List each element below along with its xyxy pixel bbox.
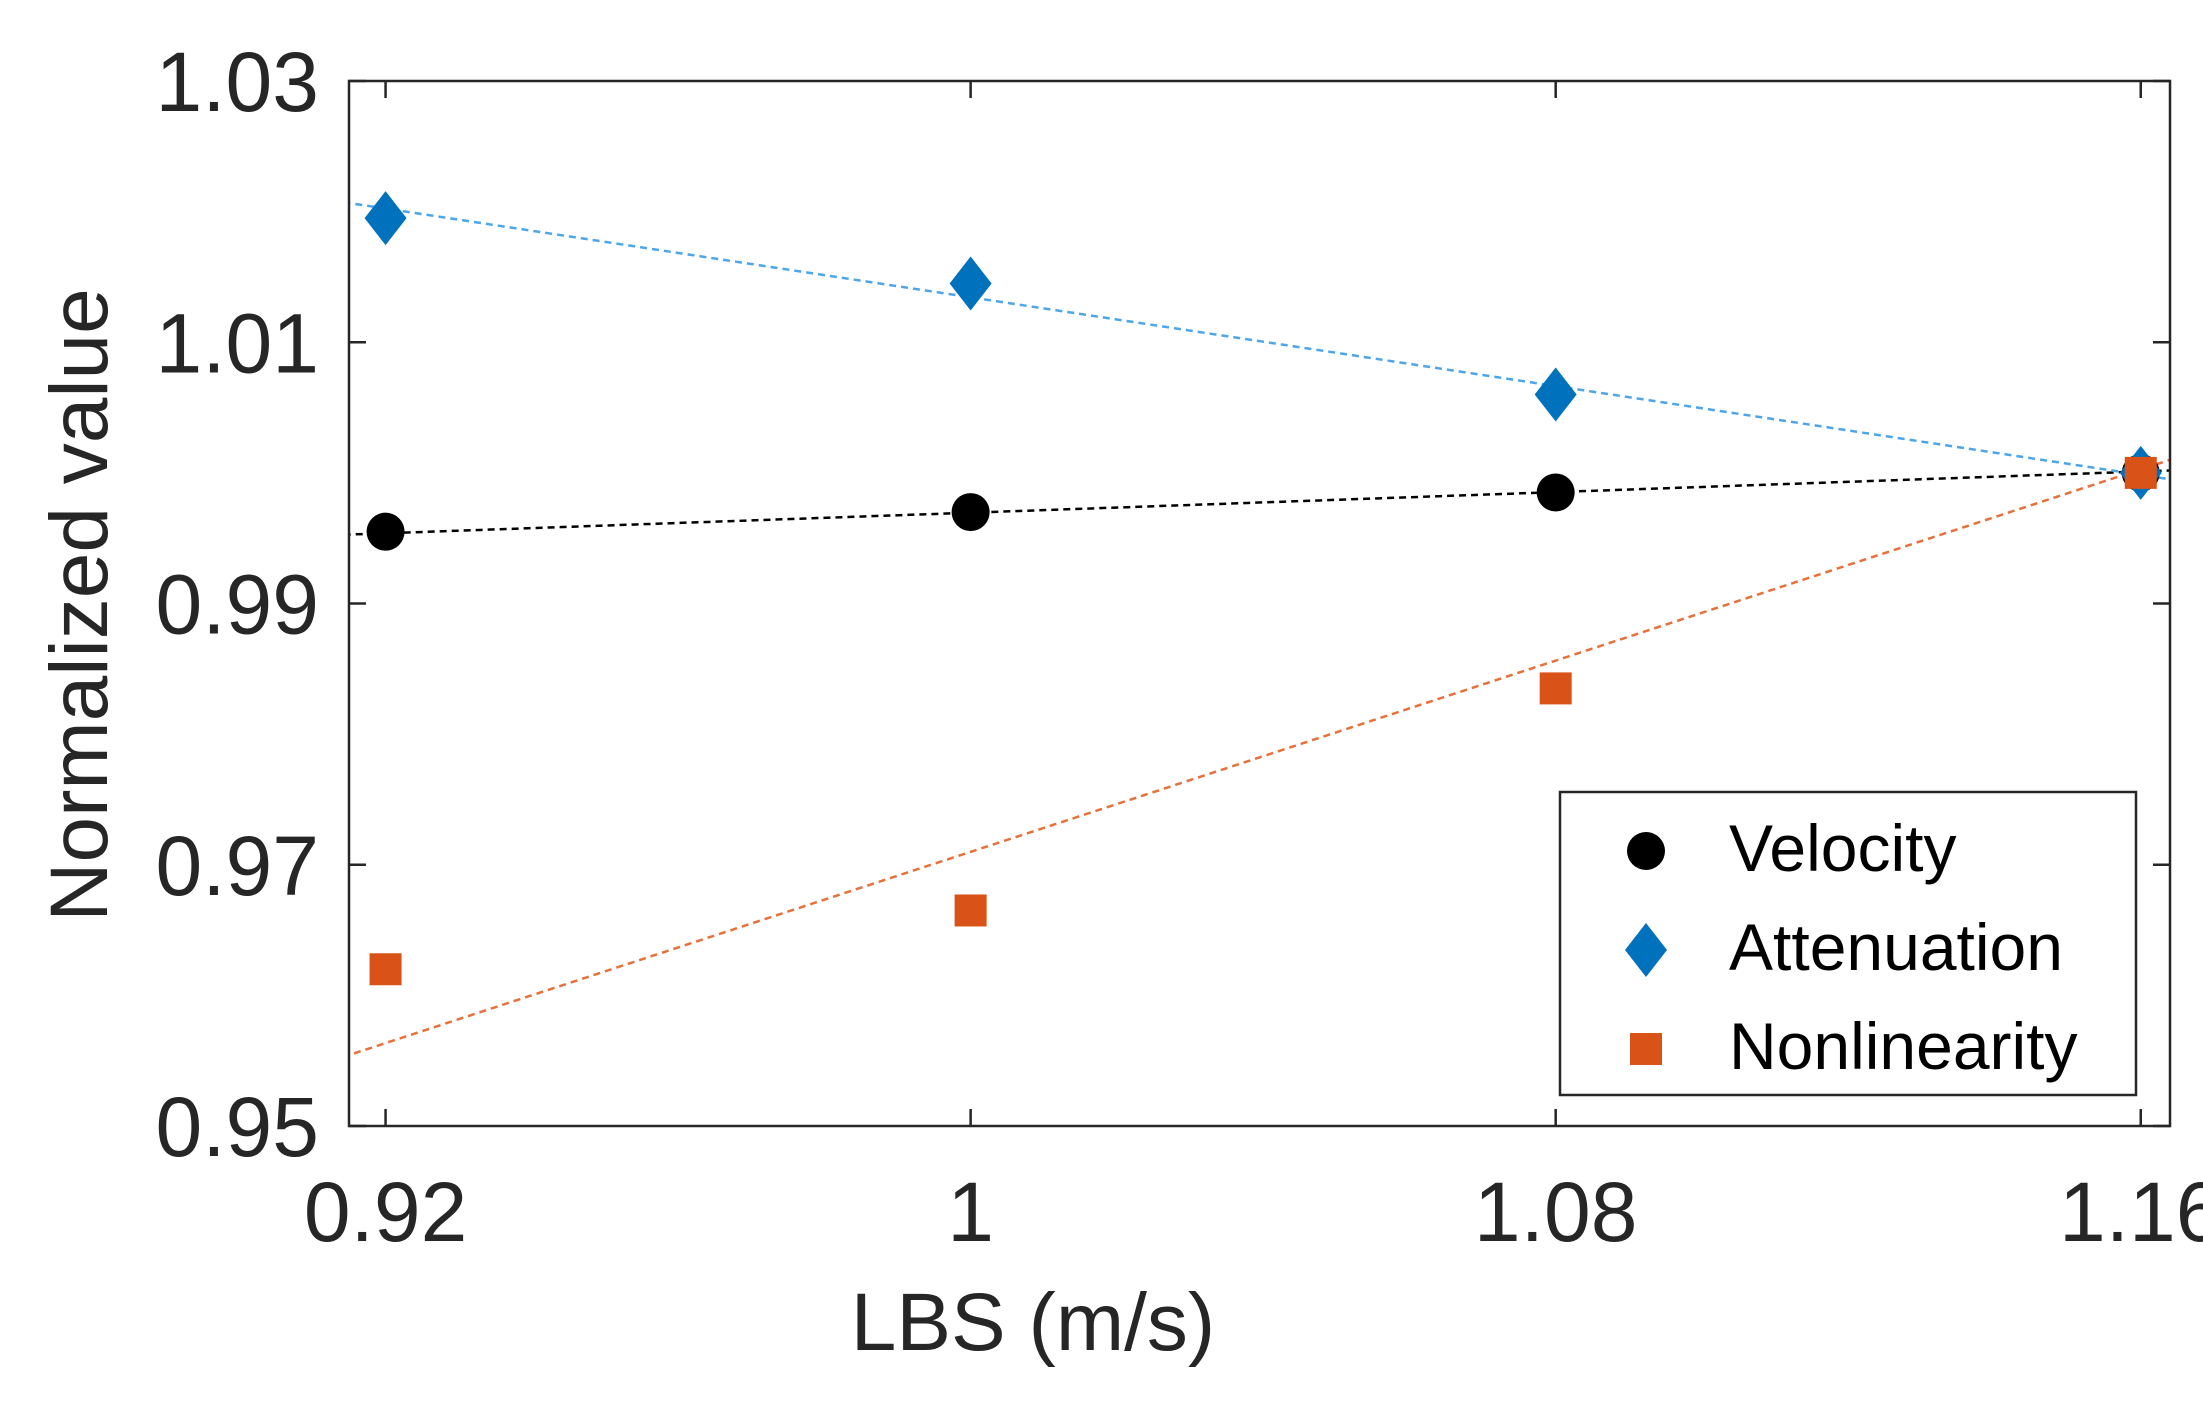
y-axis-title: Normalized value bbox=[34, 288, 125, 922]
point-attenuation-3 bbox=[1534, 367, 1577, 422]
legend-entries: Velocity Attenuation Nonlinearity bbox=[1625, 811, 2078, 1083]
y-tick-label-3: 0.99 bbox=[156, 558, 320, 652]
point-attenuation-1 bbox=[364, 191, 407, 246]
point-nonlinearity-2 bbox=[954, 894, 987, 927]
legend-marker-nonlinearity bbox=[1630, 1033, 1662, 1065]
legend-marker-attenuation bbox=[1625, 923, 1667, 977]
point-velocity-3 bbox=[1536, 473, 1575, 512]
y-tick-label-2: 0.97 bbox=[156, 819, 320, 913]
axes bbox=[347, 79, 2172, 1128]
point-attenuation-2 bbox=[949, 256, 992, 311]
point-velocity-1 bbox=[366, 512, 405, 551]
legend-label-velocity: Velocity bbox=[1729, 811, 1956, 885]
fit-line-velocity bbox=[349, 469, 2170, 536]
x-tick-label-2: 1 bbox=[947, 1165, 994, 1259]
y-tick-label-5: 1.03 bbox=[156, 35, 320, 129]
y-tick-label-1: 0.95 bbox=[156, 1080, 320, 1174]
data-points bbox=[364, 191, 2162, 986]
x-tick-label-4: 1.16 bbox=[2059, 1165, 2203, 1259]
legend: Velocity Attenuation Nonlinearity bbox=[1558, 790, 2138, 1097]
point-nonlinearity-3 bbox=[1539, 672, 1572, 705]
fit-lines bbox=[349, 201, 2170, 1057]
y-tick-label-4: 1.01 bbox=[156, 296, 320, 390]
x-tick-label-1: 0.92 bbox=[304, 1165, 468, 1259]
point-nonlinearity-4 bbox=[2124, 456, 2157, 489]
legend-label-attenuation: Attenuation bbox=[1729, 910, 2063, 984]
tick-labels: 0.92 1 1.08 1.16 0.95 0.97 0.99 1.01 1.03 bbox=[156, 35, 2203, 1259]
fit-line-attenuation bbox=[349, 201, 2170, 481]
point-velocity-2 bbox=[951, 493, 990, 532]
legend-label-nonlinearity: Nonlinearity bbox=[1729, 1009, 2078, 1083]
x-tick-label-3: 1.08 bbox=[1474, 1165, 1638, 1259]
fit-line-nonlinearity bbox=[349, 458, 2170, 1057]
x-axis-title: LBS (m/s) bbox=[851, 1277, 1215, 1368]
point-nonlinearity-1 bbox=[369, 953, 402, 986]
legend-marker-velocity bbox=[1627, 832, 1665, 870]
